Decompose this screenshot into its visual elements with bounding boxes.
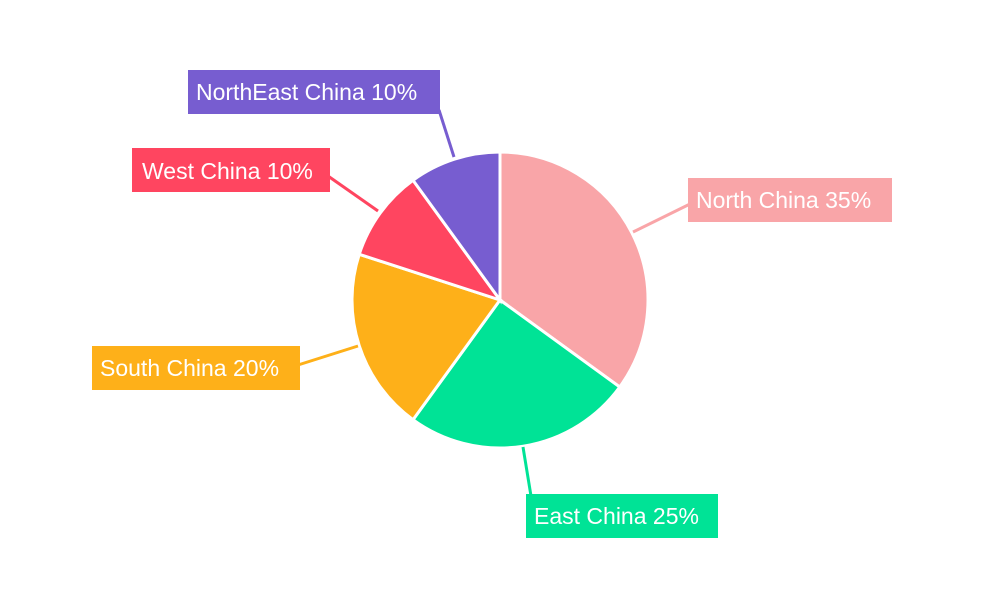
label-box — [526, 494, 718, 538]
pie-slice-northeast-china — [410, 150, 502, 305]
label-west-china: West China 10% — [132, 148, 379, 213]
leader-line — [521, 446, 533, 497]
leader-line — [297, 344, 359, 367]
pie-slices — [350, 150, 650, 450]
leader-line — [437, 109, 456, 158]
label-east-china: East China 25% — [521, 446, 718, 538]
pie-slice-south-china — [350, 252, 503, 422]
label-box — [92, 346, 300, 390]
label-north-china: North China 35% — [632, 178, 892, 234]
label-south-china: South China 20% — [92, 344, 359, 390]
label-box — [188, 70, 440, 114]
pie-slice-east-china — [410, 297, 622, 450]
leader-line — [632, 202, 691, 234]
label-text: West China 10% — [142, 158, 313, 184]
leader-line — [327, 174, 379, 213]
label-box — [132, 148, 330, 192]
label-text: North China 35% — [696, 187, 871, 213]
label-text: NorthEast China 10% — [196, 79, 417, 105]
label-box — [688, 178, 892, 222]
label-text: East China 25% — [534, 503, 699, 529]
slice-labels: North China 35% East China 25% South Chi… — [92, 70, 892, 538]
pie-slice-north-china — [498, 150, 650, 390]
label-northeast-china: NorthEast China 10% — [188, 70, 456, 158]
label-text: South China 20% — [100, 355, 279, 381]
pie-slice-west-china — [357, 178, 504, 303]
